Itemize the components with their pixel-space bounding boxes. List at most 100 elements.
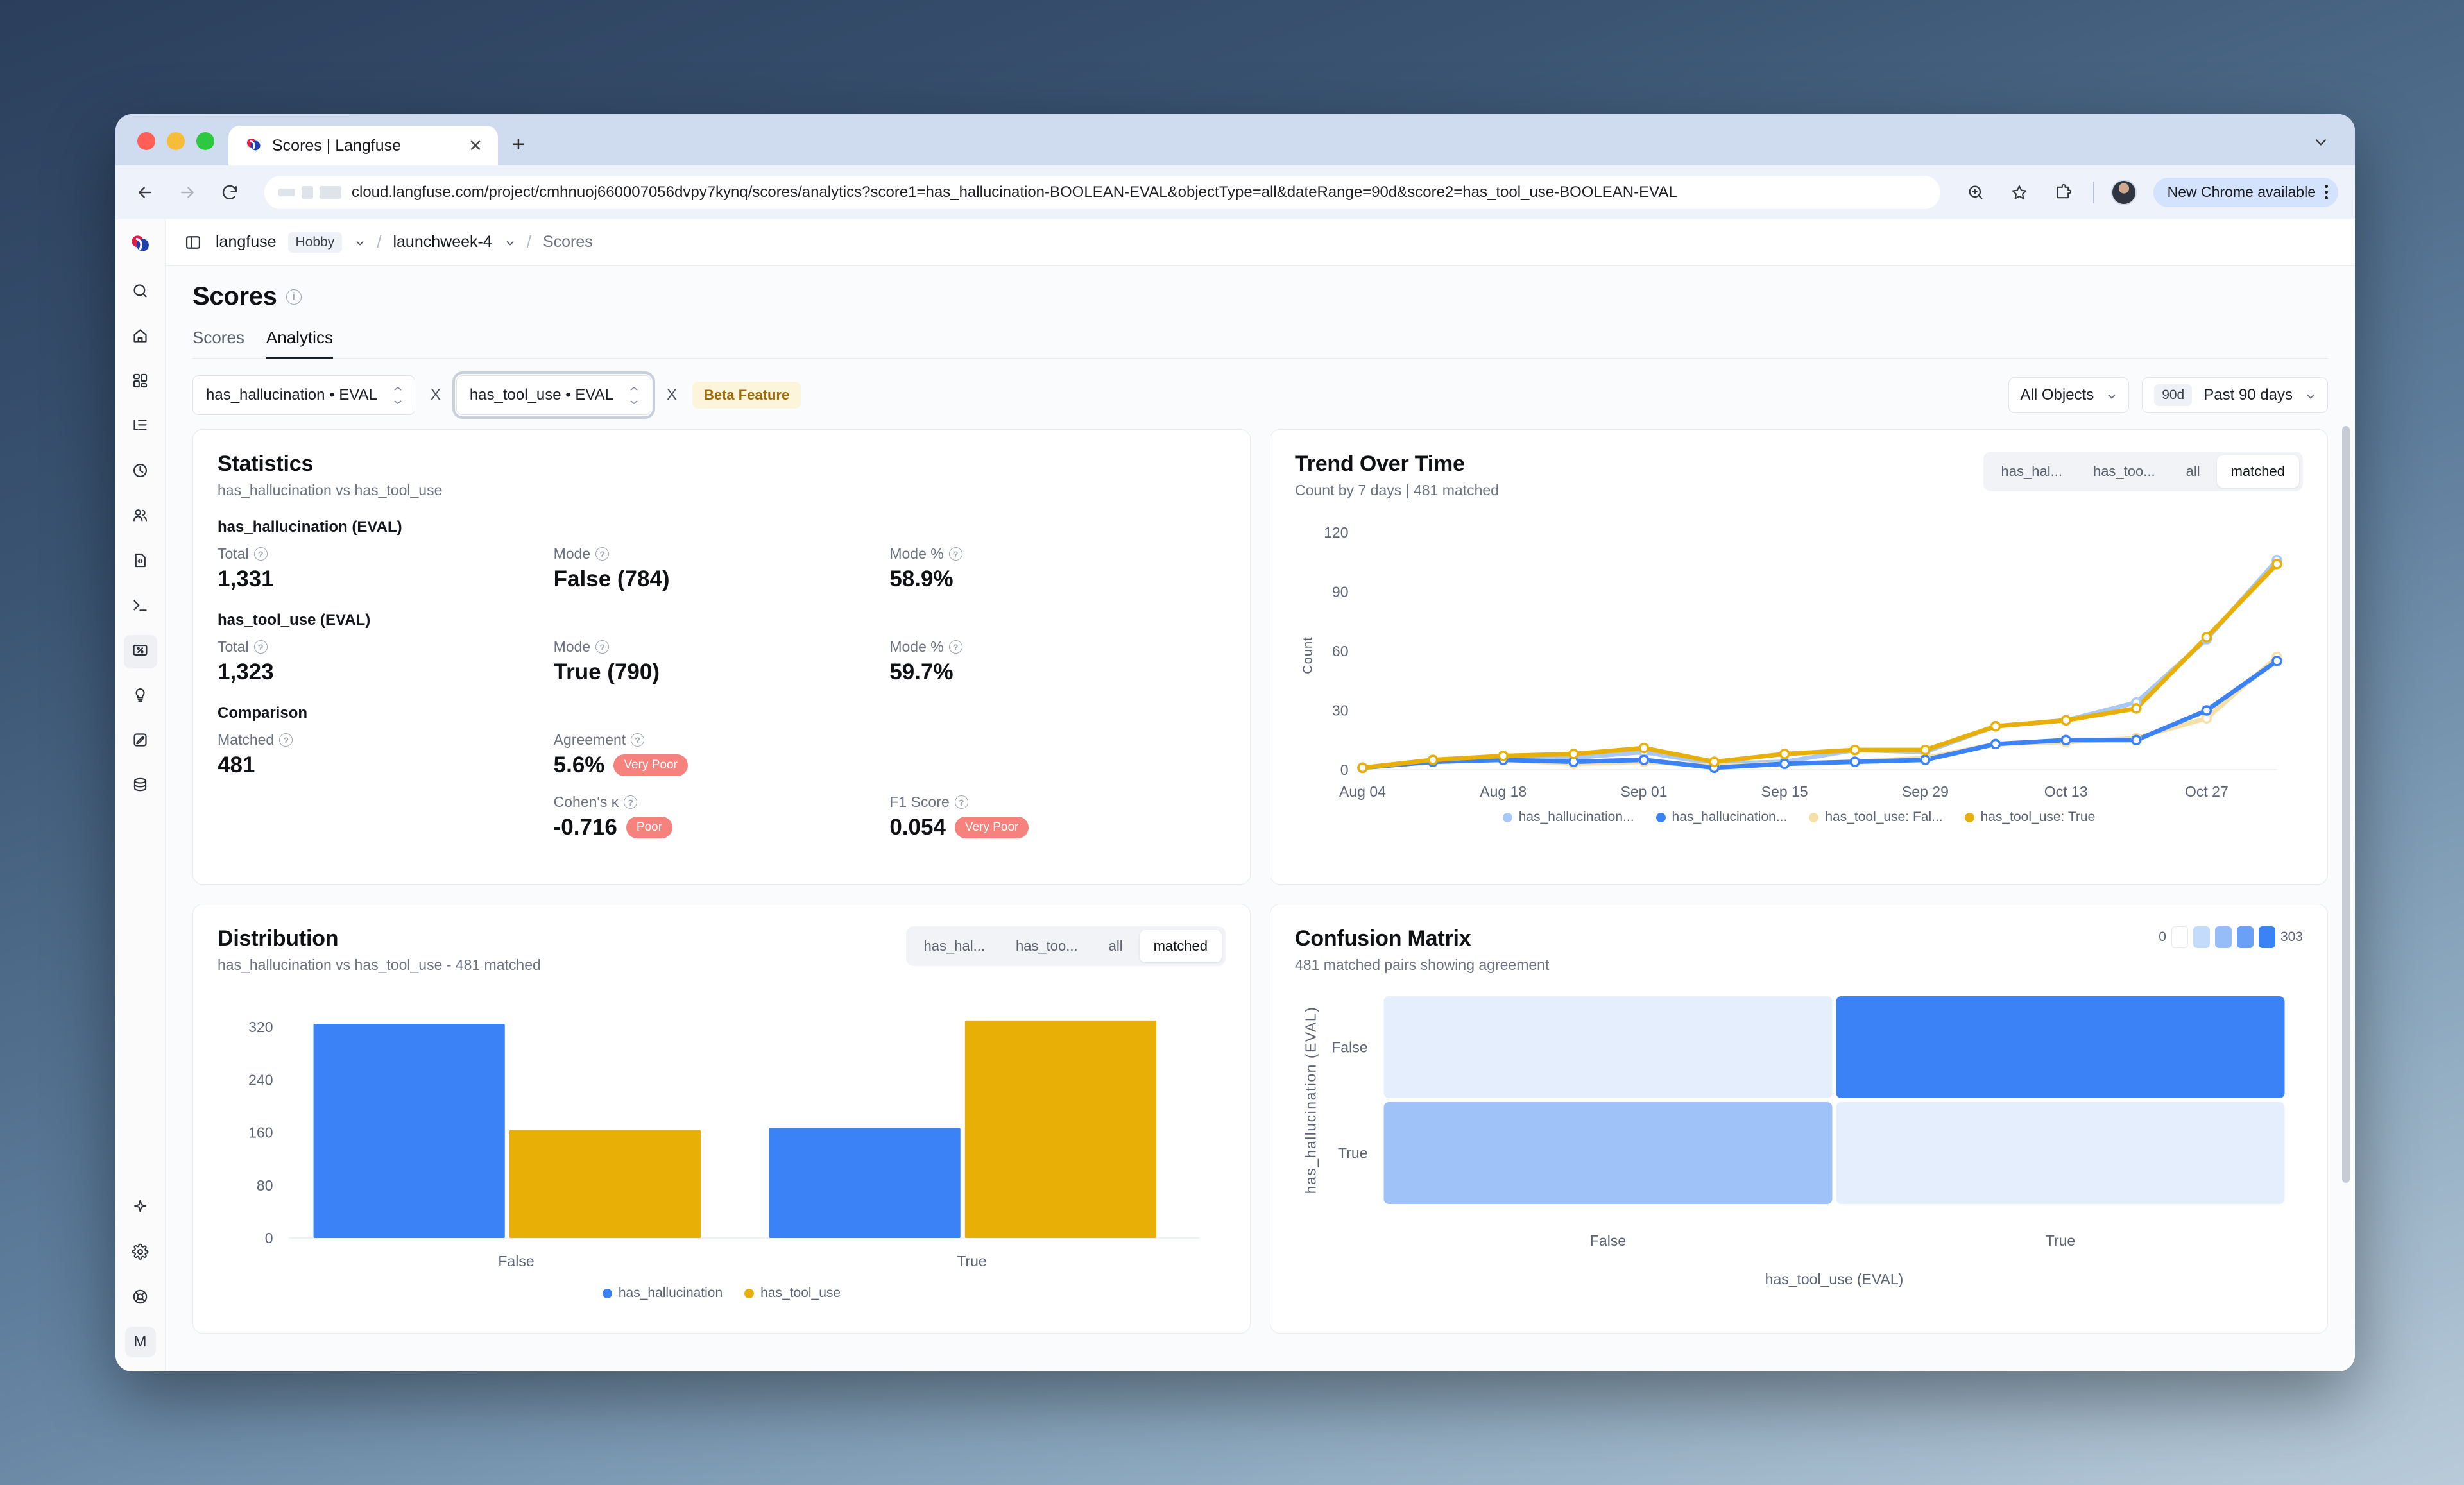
close-icon[interactable]: ✕ — [468, 135, 483, 155]
tab-analytics[interactable]: Analytics — [266, 328, 333, 359]
home-icon — [132, 327, 149, 348]
object-type-select[interactable]: All Objects — [2008, 377, 2130, 413]
sidebar-item-users[interactable] — [124, 500, 157, 534]
new-chrome-available-button[interactable]: New Chrome available — [2153, 177, 2338, 207]
reload-icon[interactable] — [217, 180, 243, 205]
legend-item[interactable]: has_tool_use: True — [1964, 810, 2096, 825]
breadcrumb-org[interactable]: langfuse — [216, 233, 277, 251]
sidebar-item-evaluation[interactable] — [123, 635, 157, 668]
breadcrumb-project[interactable]: launchweek-4 — [393, 233, 492, 251]
date-range-select[interactable]: 90d Past 90 days — [2142, 377, 2328, 413]
confusion-title-block: Confusion Matrix 481 matched pairs showi… — [1295, 926, 1549, 974]
trend-seg-matched[interactable]: matched — [2216, 455, 2299, 488]
stat-cell: Mode %? 58.9% — [889, 545, 1226, 592]
scale-min-label: 0 — [2159, 929, 2166, 944]
scrollbar-track[interactable] — [2342, 266, 2352, 1371]
sidebar-item-datasets[interactable] — [124, 770, 157, 803]
dist-seg-all[interactable]: all — [1108, 938, 1123, 954]
help-icon[interactable]: ? — [595, 547, 610, 561]
scrollbar-thumb[interactable] — [2342, 426, 2350, 1183]
sidebar-item-annotation[interactable] — [124, 725, 157, 758]
trend-seg-all[interactable]: all — [2186, 463, 2200, 479]
statistics-group2-row: Total? 1,323 Mode? True (790) Mode %? 59… — [218, 638, 1226, 685]
help-icon[interactable]: ? — [253, 547, 268, 561]
chevron-down-icon-3 — [2105, 389, 2117, 401]
score1-select[interactable]: has_hallucination • EVAL — [193, 375, 415, 415]
legend-label: has_hallucination — [618, 1286, 723, 1300]
date-range-chip: 90d — [2154, 384, 2193, 406]
sidebar-item-support[interactable] — [124, 1282, 157, 1315]
chevron-down-icon[interactable] — [354, 237, 365, 248]
statistics-group1-label: has_hallucination (EVAL) — [218, 518, 402, 536]
help-icon[interactable]: ? — [279, 733, 293, 747]
help-icon[interactable]: ? — [595, 640, 610, 654]
legend-item[interactable]: has_tool_use — [744, 1286, 841, 1301]
sidebar-item-insights[interactable] — [124, 680, 157, 713]
dist-seg-has-tool-use[interactable]: has_too... — [1015, 938, 1078, 954]
help-icon[interactable]: ? — [948, 547, 963, 561]
svg-text:Oct 27: Oct 27 — [2185, 783, 2229, 800]
help-icon[interactable]: ? — [253, 640, 268, 654]
score2-select[interactable]: has_tool_use • EVAL — [452, 371, 655, 419]
browser-tab[interactable]: Scores | Langfuse ✕ — [228, 126, 498, 165]
extensions-icon[interactable] — [2049, 179, 2076, 206]
dist-seg-has-hallucination[interactable]: has_hal... — [923, 938, 985, 954]
help-icon[interactable]: ? — [948, 640, 963, 654]
tab-scores[interactable]: Scores — [193, 328, 244, 347]
info-icon[interactable]: i — [286, 289, 302, 305]
sidebar-item-sessions[interactable] — [124, 455, 157, 489]
svg-text:False: False — [498, 1253, 534, 1269]
remove-score1-button[interactable]: X — [430, 386, 441, 403]
svg-text:has_tool_use (EVAL): has_tool_use (EVAL) — [1765, 1271, 1904, 1287]
sidebar-item-home[interactable] — [124, 321, 157, 354]
sidebar-item-dashboards[interactable] — [124, 366, 157, 399]
user-avatar[interactable]: M — [124, 1327, 156, 1357]
profile-avatar[interactable] — [2110, 179, 2137, 205]
back-icon[interactable] — [132, 180, 158, 205]
distribution-chart: 0 80 160 240 320 False True — [218, 988, 1226, 1289]
address-bar[interactable]: cloud.langfuse.com/project/cmhnuoj660007… — [264, 175, 1940, 209]
legend-item[interactable]: has_hallucination — [602, 1286, 723, 1301]
sidebar-item-tracing[interactable] — [124, 411, 157, 444]
sidebar-item-prompts[interactable] — [124, 545, 157, 579]
help-icon[interactable]: ? — [954, 795, 968, 809]
chrome-menu-icon[interactable] — [2325, 185, 2328, 199]
help-icon[interactable]: ? — [631, 733, 645, 747]
remove-score2-button[interactable]: X — [666, 386, 677, 403]
site-info-icon[interactable] — [278, 185, 341, 199]
forward-icon[interactable] — [175, 180, 200, 205]
help-icon[interactable]: ? — [624, 795, 638, 809]
bookmark-star-icon[interactable] — [2006, 179, 2033, 206]
svg-text:True: True — [957, 1253, 986, 1269]
legend-item[interactable]: has_hallucination... — [1656, 810, 1787, 825]
sparkle-icon — [132, 1198, 149, 1219]
toggle-sidebar-icon[interactable] — [182, 232, 204, 253]
svg-text:120: 120 — [1324, 524, 1348, 541]
legend-item[interactable]: has_tool_use: Fal... — [1809, 810, 1943, 825]
stat-label: Mode % — [889, 638, 944, 655]
sidebar-item-search[interactable] — [124, 276, 157, 309]
new-tab-button[interactable]: + — [512, 132, 525, 157]
chevron-down-icon-2[interactable] — [504, 237, 515, 248]
maximize-window-button[interactable] — [196, 132, 214, 150]
trend-seg-has-hallucination[interactable]: has_hal... — [2001, 463, 2062, 479]
close-window-button[interactable] — [137, 132, 155, 150]
tab-list-chevron-icon[interactable] — [2313, 133, 2345, 154]
legend-label: has_hallucination... — [1518, 810, 1634, 824]
terminal-icon — [132, 597, 149, 617]
langfuse-app: M langfuse Hobby / launchweek-4 / — [116, 219, 2355, 1371]
dist-seg-matched[interactable]: matched — [1139, 930, 1222, 962]
minimize-window-button[interactable] — [167, 132, 185, 150]
sidebar-item-settings[interactable] — [124, 1237, 157, 1270]
status-badge: Very Poor — [954, 817, 1029, 838]
sidebar-item-upgrade[interactable] — [124, 1192, 157, 1225]
sidebar-item-playground[interactable] — [124, 590, 157, 624]
trend-header: Trend Over Time Count by 7 days | 481 ma… — [1295, 452, 2303, 499]
legend-label: has_tool_use: True — [1980, 810, 2096, 824]
langfuse-logo-icon[interactable] — [126, 231, 155, 259]
trend-seg-has-tool-use[interactable]: has_too... — [2092, 463, 2155, 479]
trend-title: Trend Over Time — [1295, 452, 1465, 476]
legend-item[interactable]: has_hallucination... — [1502, 810, 1634, 825]
zoom-icon[interactable] — [1962, 179, 1989, 206]
stat-value: 59.7% — [889, 659, 954, 684]
